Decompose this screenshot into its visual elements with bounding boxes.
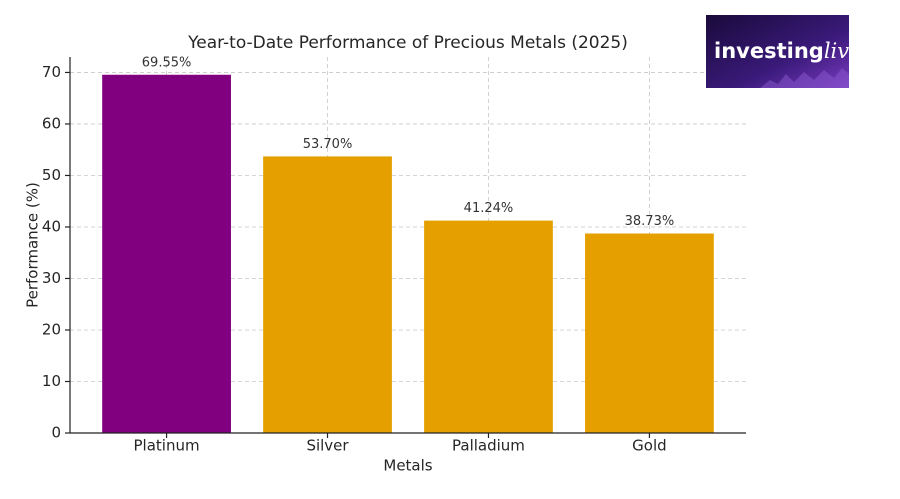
y-tick-label: 70: [42, 63, 61, 81]
chart-title: Year-to-Date Performance of Precious Met…: [187, 33, 628, 53]
logo-prefix: investing: [714, 39, 824, 63]
bar: [102, 74, 231, 433]
x-tick-label: Platinum: [134, 437, 200, 455]
logo-decoration: [760, 68, 849, 88]
bar: [263, 156, 392, 434]
y-tick-label: 50: [42, 166, 61, 184]
logo: investinglive: [706, 15, 862, 88]
x-tick-label: Gold: [632, 437, 667, 455]
value-label: 38.73%: [625, 214, 675, 229]
value-label: 41.24%: [464, 201, 514, 216]
y-tick-label: 20: [42, 320, 61, 338]
y-axis-label: Performance (%): [24, 182, 42, 308]
y-tick-label: 40: [42, 217, 61, 235]
x-axis-label: Metals: [383, 457, 432, 475]
x-tick-label: Silver: [306, 437, 349, 455]
y-tick-label: 10: [42, 372, 61, 390]
value-label: 69.55%: [142, 55, 192, 70]
logo-suffix: live: [824, 39, 862, 63]
y-tick-label: 60: [42, 114, 61, 132]
logo-text: investinglive: [714, 39, 862, 64]
y-tick-label: 30: [42, 269, 61, 287]
y-tick-label: 0: [51, 424, 61, 442]
x-tick-label: Palladium: [452, 437, 525, 455]
value-label: 53.70%: [303, 137, 353, 152]
bar: [424, 220, 553, 433]
bar: [585, 233, 714, 433]
